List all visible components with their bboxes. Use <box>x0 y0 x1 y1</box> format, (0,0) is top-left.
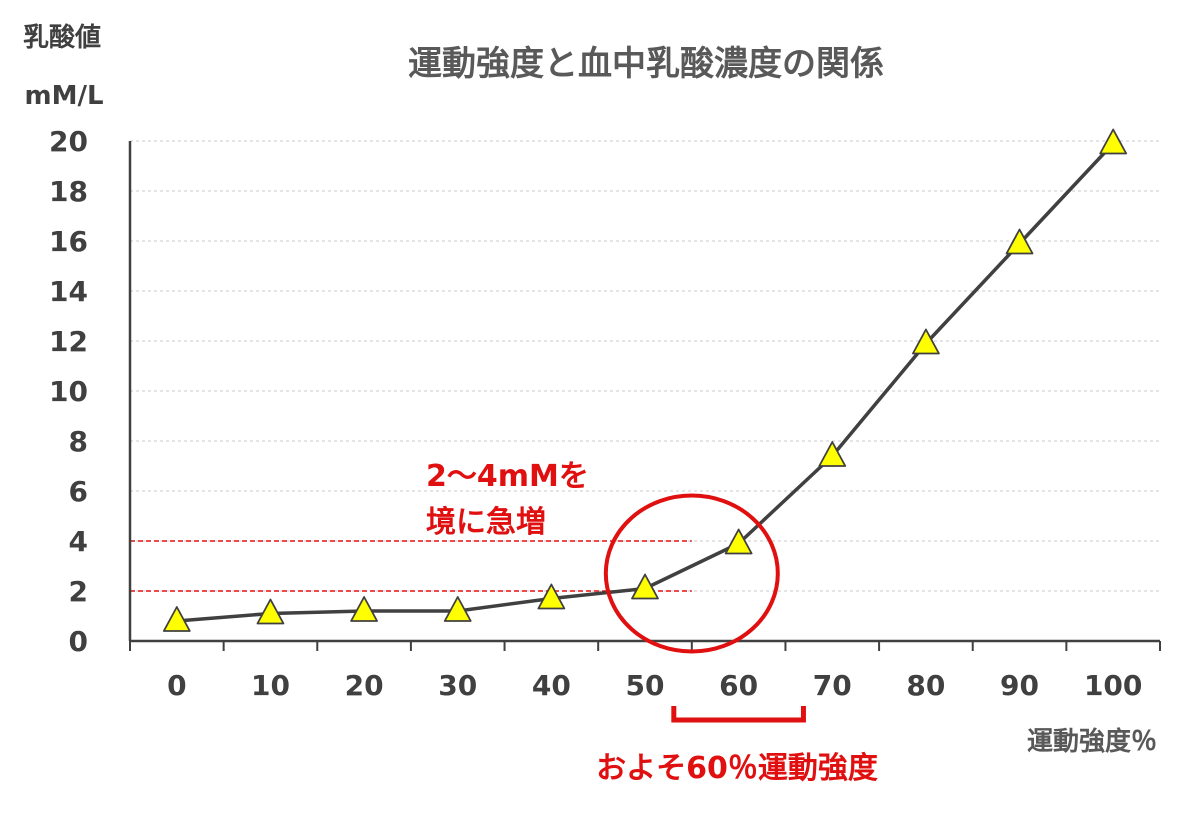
bracket-annotation: およそ60％運動強度 <box>596 751 878 786</box>
x-tick-label: 20 <box>345 669 384 702</box>
data-point-marker <box>631 573 659 600</box>
tick-labels: 0 2 4 6 8 10 12 14 16 18 20 0 10 20 30 40 50 60 70 80 90 100 <box>49 125 1142 702</box>
series-line <box>176 142 1115 623</box>
y-tick-label: 20 <box>49 125 88 158</box>
y-tick-label: 6 <box>69 475 88 508</box>
x-tick-label: 100 <box>1084 669 1142 702</box>
x-tick-label: 60 <box>719 669 758 702</box>
data-point-marker <box>256 598 285 625</box>
grid-lines <box>130 140 1160 592</box>
x-tick-label: 10 <box>251 669 290 702</box>
y-tick-label: 14 <box>49 275 88 308</box>
data-point-marker <box>818 441 847 467</box>
x-tick-label: 70 <box>813 669 852 702</box>
data-point-marker <box>537 583 566 610</box>
x-tick-label: 40 <box>532 669 571 702</box>
y-tick-label: 4 <box>69 525 88 558</box>
x-tick-label: 50 <box>626 669 665 702</box>
y-tick-label: 16 <box>49 225 88 258</box>
data-point-marker <box>443 596 472 622</box>
y-axis-label-line1: 乳酸値 <box>23 23 101 53</box>
y-tick-label: 12 <box>49 325 88 358</box>
x-axis-label: 運動強度％ <box>1027 726 1157 757</box>
x-tick-label: 80 <box>906 669 945 702</box>
highlight-circle <box>603 493 780 654</box>
y-tick-label: 10 <box>49 375 88 408</box>
data-point-marker <box>1005 228 1034 255</box>
annotation-layer <box>603 493 806 723</box>
series-layer <box>162 128 1128 632</box>
x-tick-label: 30 <box>438 669 477 702</box>
y-tick-label: 8 <box>69 425 88 458</box>
data-point-marker <box>1099 128 1128 155</box>
x-tick-label: 90 <box>1000 669 1039 702</box>
threshold-annotation-line2: 境に急増 <box>426 505 546 540</box>
range-bracket <box>671 706 806 723</box>
y-tick-label: 18 <box>49 175 88 208</box>
y-axis-label-line2: mM/L <box>24 81 103 111</box>
x-tick-label: 0 <box>167 669 186 702</box>
threshold-annotation-line1: 2〜4mMを <box>426 459 589 494</box>
y-tick-label: 0 <box>69 625 88 658</box>
y-tick-label: 2 <box>69 575 88 608</box>
data-point-marker <box>350 596 378 622</box>
data-point-marker <box>162 606 191 632</box>
data-point-marker <box>724 528 753 555</box>
chart-title: 運動強度と血中乳酸濃度の関係 <box>408 44 884 84</box>
data-point-marker <box>912 328 940 355</box>
threshold-lines <box>130 540 692 592</box>
